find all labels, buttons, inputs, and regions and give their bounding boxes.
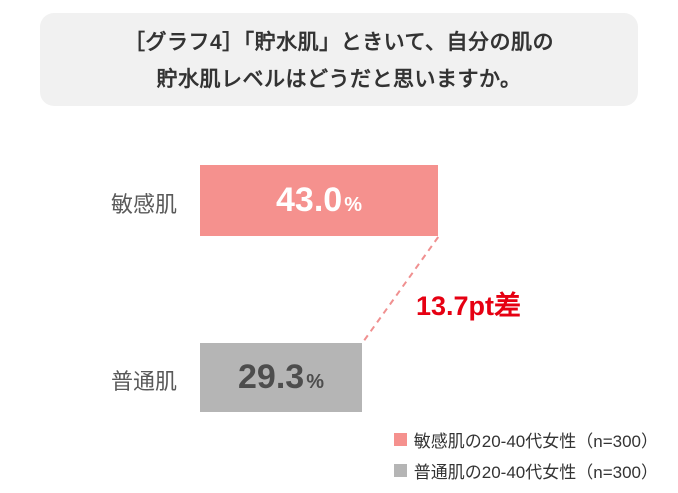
category-label-sensitive-skin: 敏感肌 [110, 192, 177, 217]
bar-value-unit: % [344, 194, 362, 216]
bar-value-number: 29.3 [238, 358, 305, 396]
chart-title-line2: 貯水肌レベルはどうだと思いますか。 [156, 68, 522, 91]
category-label-normal-skin: 普通肌 [110, 369, 177, 394]
legend: 敏感肌の20-40代女性（n=300） 普通肌の20-40代女性（n=300） [393, 427, 658, 483]
legend-item-sensitive-skin: 敏感肌の20-40代女性（n=300） [393, 427, 658, 452]
bar-value-normal-skin: 29.3% [238, 358, 324, 397]
legend-label-sensitive-skin: 敏感肌の20-40代女性（n=300） [413, 432, 658, 451]
gap-annotation: 13.7pt差 [416, 291, 522, 321]
chart-title-line1: ［グラフ4］「貯水肌」ときいて、自分の肌の [124, 31, 554, 54]
legend-swatch-sensitive-skin [393, 433, 407, 446]
bar-normal-skin: 29.3% [200, 343, 362, 412]
bar-value-number: 43.0 [276, 181, 343, 219]
bar-value-unit: % [306, 371, 324, 393]
chart-title-box: ［グラフ4］「貯水肌」ときいて、自分の肌の 貯水肌レベルはどうだと思いますか。 [40, 13, 638, 106]
legend-swatch-normal-skin [393, 464, 407, 477]
legend-item-normal-skin: 普通肌の20-40代女性（n=300） [393, 458, 658, 483]
bar-sensitive-skin: 43.0% [200, 165, 438, 236]
bar-value-sensitive-skin: 43.0% [276, 181, 362, 220]
legend-label-normal-skin: 普通肌の20-40代女性（n=300） [413, 463, 658, 482]
